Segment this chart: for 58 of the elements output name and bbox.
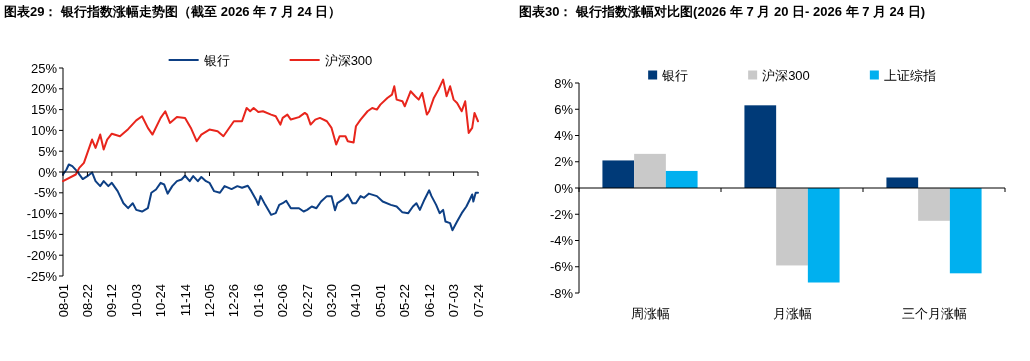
legend-label: 银行	[661, 67, 689, 83]
y-tick-label: -20%	[26, 247, 58, 263]
bar	[776, 188, 808, 266]
y-tick-label: 20%	[30, 81, 58, 97]
y-tick-label: -6%	[549, 259, 574, 275]
x-tick-label: 三个月涨幅	[901, 306, 967, 321]
legend-label: 沪深300	[762, 67, 810, 83]
y-tick-label: -8%	[549, 285, 574, 301]
y-tick-label: 10%	[30, 122, 58, 138]
y-tick-label: 15%	[30, 102, 58, 118]
y-tick-label: 2%	[554, 154, 574, 170]
y-tick-label: -2%	[549, 206, 574, 222]
x-tick-label: 09-12	[104, 284, 120, 318]
chart-title: 图表29： 银行指数涨幅走势图（截至 2026 年 7 月 24 日）	[4, 4, 342, 19]
line-series	[62, 163, 479, 232]
bar	[665, 170, 698, 188]
x-tick-label: 05-01	[372, 284, 388, 318]
y-tick-label: -5%	[33, 185, 58, 201]
chart-title: 图表30： 银行指数涨幅对比图(2026 年 7 月 20 日- 2026 年 7 月 24 日)	[519, 4, 926, 19]
y-tick-label: 8%	[554, 75, 574, 91]
legend-label: 银行	[202, 52, 230, 68]
x-tick-label: 05-22	[397, 284, 413, 318]
bar	[634, 153, 666, 188]
y-tick-label: -25%	[26, 268, 58, 284]
y-tick-label: -15%	[26, 226, 58, 242]
x-tick-label: 10-24	[153, 284, 169, 318]
x-tick-label: 10-03	[128, 284, 144, 318]
bar	[807, 188, 840, 283]
y-tick-label: 6%	[554, 101, 574, 117]
x-tick-label: 03-20	[324, 284, 340, 318]
bar	[602, 160, 635, 188]
y-tick-label: -4%	[549, 233, 574, 248]
x-tick-label: 12-05	[201, 284, 217, 318]
x-tick-label: 11-14	[177, 284, 193, 317]
bar	[744, 105, 777, 188]
y-tick-label: 0%	[554, 180, 574, 196]
legend-label: 沪深300	[324, 52, 373, 68]
x-tick-label: 08-22	[79, 284, 95, 318]
x-tick-label: 08-01	[55, 284, 71, 318]
x-tick-label: 周涨幅	[630, 306, 670, 321]
x-tick-label: 12-26	[226, 284, 242, 318]
legend-label: 上证综指	[883, 67, 936, 83]
y-tick-label: 5%	[38, 143, 58, 159]
y-tick-label: 4%	[554, 128, 574, 143]
x-tick-label: 06-12	[421, 284, 437, 318]
x-tick-label: 02-27	[299, 284, 315, 318]
y-tick-label: 0%	[38, 164, 58, 180]
bar	[918, 188, 950, 221]
x-tick-label: 01-16	[250, 284, 266, 318]
x-tick-label: 02-06	[275, 284, 291, 318]
x-tick-label: 07-24	[470, 284, 486, 318]
x-tick-label: 04-10	[348, 284, 364, 318]
x-tick-label: 月涨幅	[772, 306, 812, 321]
y-tick-label: -10%	[26, 206, 58, 222]
y-tick-label: 25%	[30, 60, 58, 76]
line-series	[62, 78, 479, 183]
x-tick-label: 07-03	[446, 284, 462, 318]
bar	[949, 188, 982, 274]
